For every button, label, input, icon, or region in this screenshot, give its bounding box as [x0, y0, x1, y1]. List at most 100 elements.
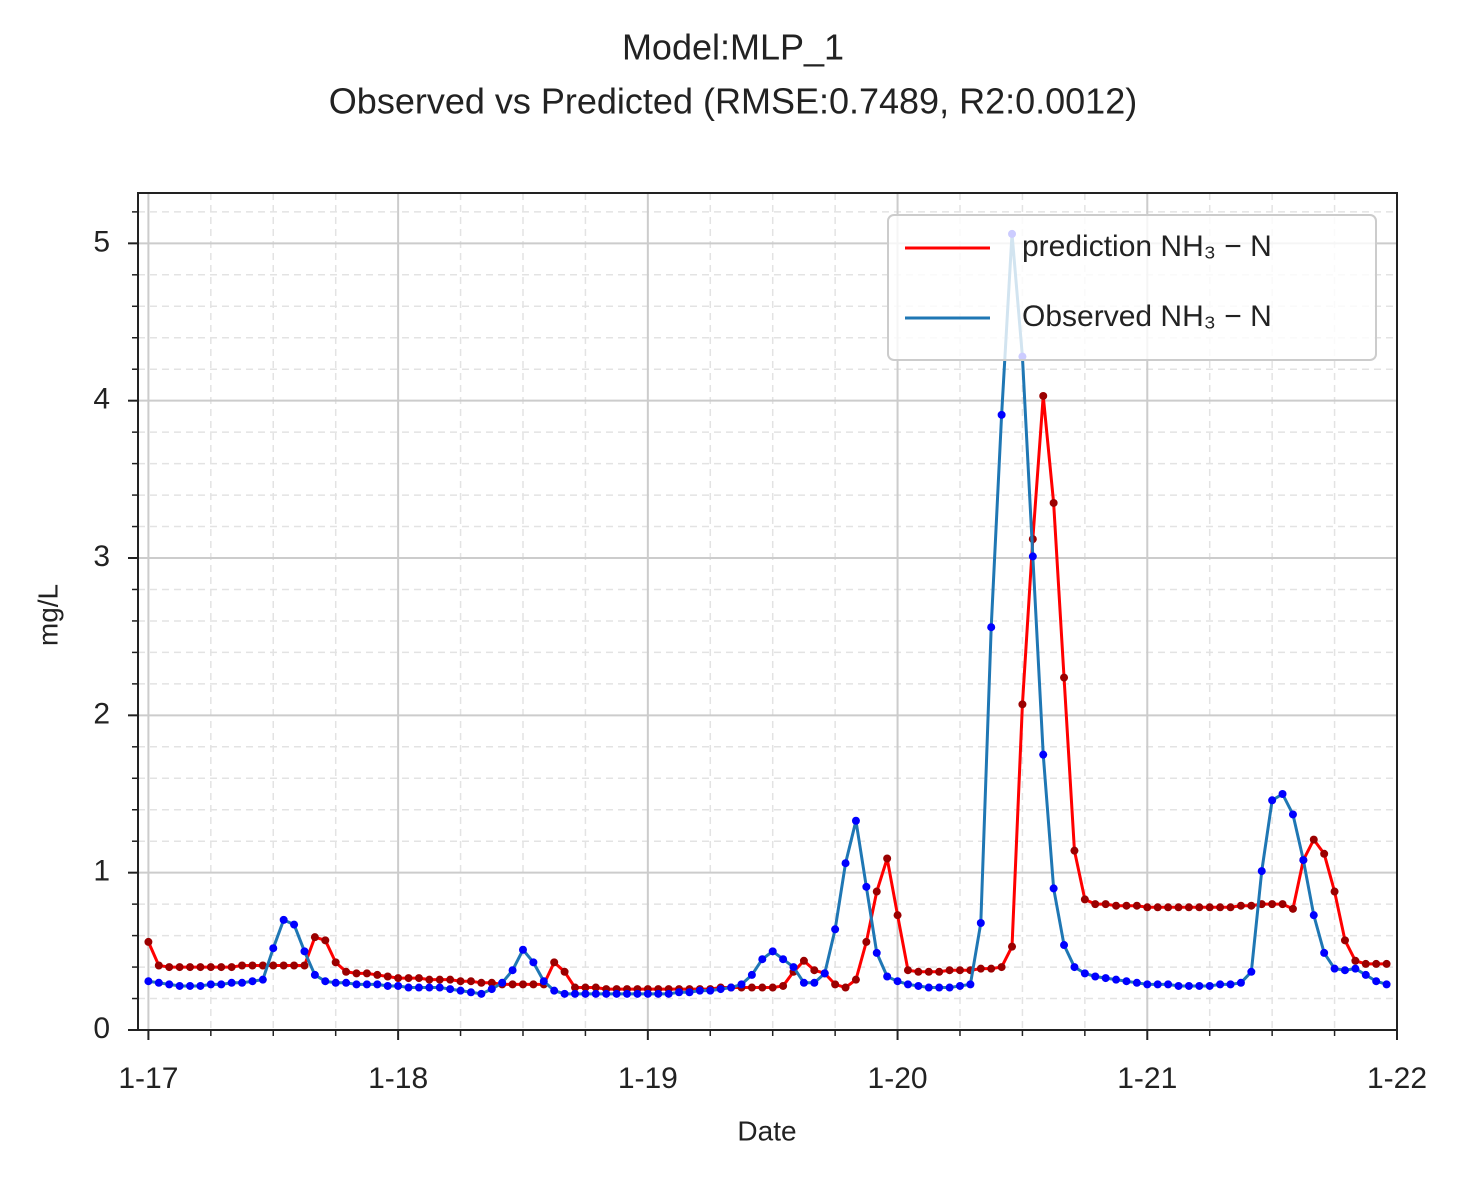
data-point [643, 989, 652, 998]
data-point [186, 981, 195, 990]
data-point [862, 882, 871, 891]
data-point [903, 966, 912, 975]
data-point [924, 967, 933, 976]
data-point [1257, 867, 1266, 876]
data-point [290, 920, 299, 929]
data-point [675, 988, 684, 997]
data-point [1361, 959, 1370, 968]
data-point [1164, 903, 1173, 912]
data-point [352, 969, 361, 978]
data-point [414, 983, 423, 992]
data-point [955, 966, 964, 975]
data-point [487, 978, 496, 987]
data-point [394, 974, 403, 983]
data-point [550, 958, 559, 967]
data-point [466, 977, 475, 986]
data-point [435, 983, 444, 992]
data-point [1060, 673, 1069, 682]
data-point [258, 961, 267, 970]
chart-title: Model:MLP_1 [622, 27, 844, 68]
data-point [1278, 900, 1287, 909]
data-point [300, 947, 309, 956]
data-point [331, 978, 340, 987]
data-point [1153, 980, 1162, 989]
data-point [196, 963, 205, 972]
legend-box [887, 214, 1377, 361]
data-point [872, 948, 881, 957]
data-point [321, 936, 330, 945]
data-point [238, 978, 247, 987]
data-point [955, 981, 964, 990]
data-point [799, 956, 808, 965]
data-point [508, 966, 517, 975]
data-point [1288, 810, 1297, 819]
data-point [1174, 903, 1183, 912]
data-point [529, 958, 538, 967]
data-point [1091, 972, 1100, 981]
data-point [1320, 849, 1329, 858]
data-point [1184, 981, 1193, 990]
data-point [966, 980, 975, 989]
data-point [1278, 790, 1287, 799]
data-point [217, 980, 226, 989]
data-point [1132, 901, 1141, 910]
data-point [695, 986, 704, 995]
data-point [560, 967, 569, 976]
x-tick-label: 1-18 [368, 1062, 428, 1095]
data-point [1112, 975, 1121, 984]
y-tick-label: 5 [93, 225, 110, 258]
data-point [1018, 700, 1027, 709]
data-point [300, 961, 309, 970]
data-point [186, 963, 195, 972]
data-point [373, 970, 382, 979]
data-point [1060, 941, 1069, 950]
data-point [446, 985, 455, 994]
data-point [1132, 978, 1141, 987]
data-point [1226, 903, 1235, 912]
data-point [654, 989, 663, 998]
data-point [373, 980, 382, 989]
data-point [1153, 903, 1162, 912]
legend-label: Observed NH₃ − N [1022, 300, 1272, 333]
data-point [758, 983, 767, 992]
data-point [425, 975, 434, 984]
data-point [362, 980, 371, 989]
data-point [758, 955, 767, 964]
data-point [1143, 980, 1152, 989]
data-point [1340, 966, 1349, 975]
data-point [789, 963, 798, 972]
data-point [404, 983, 413, 992]
data-point [810, 966, 819, 975]
data-point [425, 983, 434, 992]
data-point [602, 989, 611, 998]
data-point [477, 989, 486, 998]
data-point [883, 854, 892, 863]
data-point [935, 967, 944, 976]
data-point [498, 978, 507, 987]
data-point [1351, 964, 1360, 973]
data-point [987, 623, 996, 632]
data-point [591, 989, 600, 998]
y-axis-label: mg/L [32, 584, 63, 646]
x-tick-label: 1-21 [1117, 1062, 1177, 1095]
data-point [1039, 750, 1048, 759]
y-tick-label: 2 [93, 697, 110, 730]
data-point [1049, 498, 1058, 507]
data-point [248, 961, 257, 970]
data-point [206, 963, 215, 972]
data-point [550, 986, 559, 995]
data-point [768, 983, 777, 992]
data-point [924, 983, 933, 992]
data-point [1351, 956, 1360, 965]
legend-label: prediction NH₃ − N [1022, 230, 1272, 263]
data-point [851, 975, 860, 984]
data-point [820, 969, 829, 978]
data-point [175, 963, 184, 972]
data-point [976, 919, 985, 928]
data-point [238, 961, 247, 970]
data-point [165, 980, 174, 989]
data-point [1008, 942, 1017, 951]
data-point [248, 977, 257, 986]
data-point [779, 955, 788, 964]
data-point [1205, 981, 1214, 990]
